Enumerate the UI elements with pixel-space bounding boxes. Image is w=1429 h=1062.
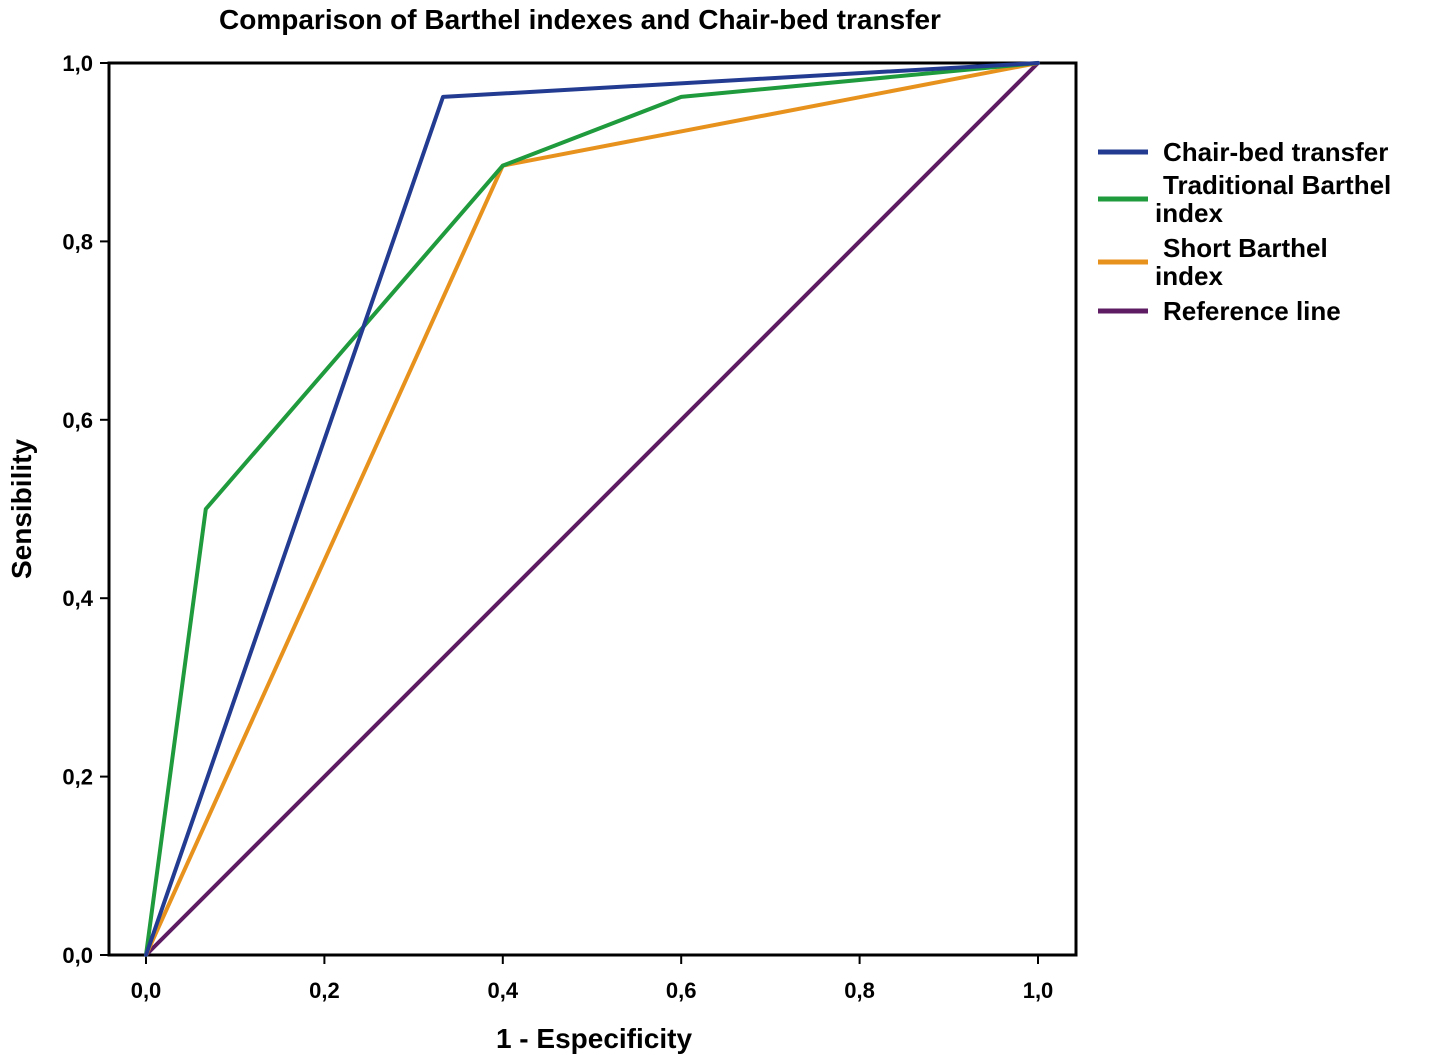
y-tick-label: 0,2 [62, 765, 93, 790]
x-tick-label: 0,4 [488, 978, 519, 1003]
x-tick-label: 0,8 [844, 978, 875, 1003]
legend-label-traditional-barthel-index: Traditional Barthel [1163, 170, 1391, 200]
y-tick-label: 1,0 [62, 51, 93, 76]
x-tick-label: 0,6 [666, 978, 697, 1003]
chart-title: Comparison of Barthel indexes and Chair-… [219, 4, 941, 35]
axis-ticks: 0,0 0,2 0,4 0,6 0,8 1,0 0,0 0,2 0,4 0,6 0,8 1,0 [62, 51, 1053, 1003]
series-line-traditional-barthel-index [144, 61, 1040, 957]
x-tick-label: 0,0 [131, 978, 162, 1003]
series-lines [144, 61, 1040, 957]
x-axis-label: 1 - Especificity [496, 1023, 693, 1054]
legend-label-reference-line: Reference line [1163, 296, 1341, 326]
y-axis-label: Sensibility [6, 439, 37, 579]
plot-frame [107, 61, 1078, 957]
series-line-reference-line [144, 61, 1040, 957]
legend-label-short-barthel-index: Short Barthel [1163, 233, 1328, 263]
y-tick-label: 0,8 [62, 229, 93, 254]
legend-label-chair-bed-transfer: Chair-bed transfer [1163, 137, 1388, 167]
x-tick-label: 1,0 [1023, 978, 1054, 1003]
legend-label-traditional-barthel-index: index [1155, 198, 1223, 228]
y-tick-label: 0,6 [62, 408, 93, 433]
x-tick-label: 0,2 [309, 978, 340, 1003]
y-tick-label: 0,0 [62, 943, 93, 968]
y-tick-label: 0,4 [62, 586, 93, 611]
legend-label-short-barthel-index: index [1155, 261, 1223, 291]
series-line-chair-bed-transfer [144, 61, 1040, 957]
